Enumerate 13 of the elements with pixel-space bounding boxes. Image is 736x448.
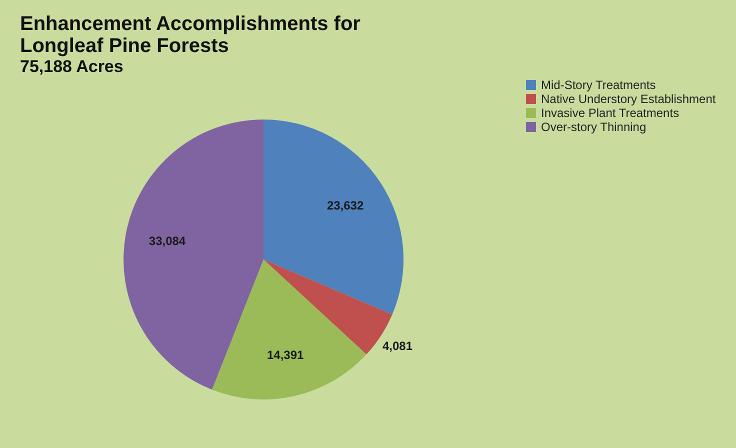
pie-slice: [124, 120, 264, 390]
pie-slice: [212, 260, 366, 400]
data-label: 14,391: [266, 348, 304, 362]
data-label: 4,081: [382, 339, 413, 354]
data-label: 23,632: [326, 198, 364, 213]
legend-label: Invasive Plant Treatments: [541, 106, 680, 120]
data-label: 33,084: [148, 234, 186, 248]
legend-label: Native Understory Establishment: [541, 92, 716, 106]
chart-subtitle: 75,188 Acres: [20, 57, 124, 76]
chart-title: Enhancement Accomplishments for Longleaf Pine Forests: [20, 13, 361, 57]
legend-label: Over-story Thinning: [541, 120, 646, 134]
legend-label: Mid-Story Treatments: [541, 78, 656, 92]
pie-slice: [264, 120, 404, 315]
